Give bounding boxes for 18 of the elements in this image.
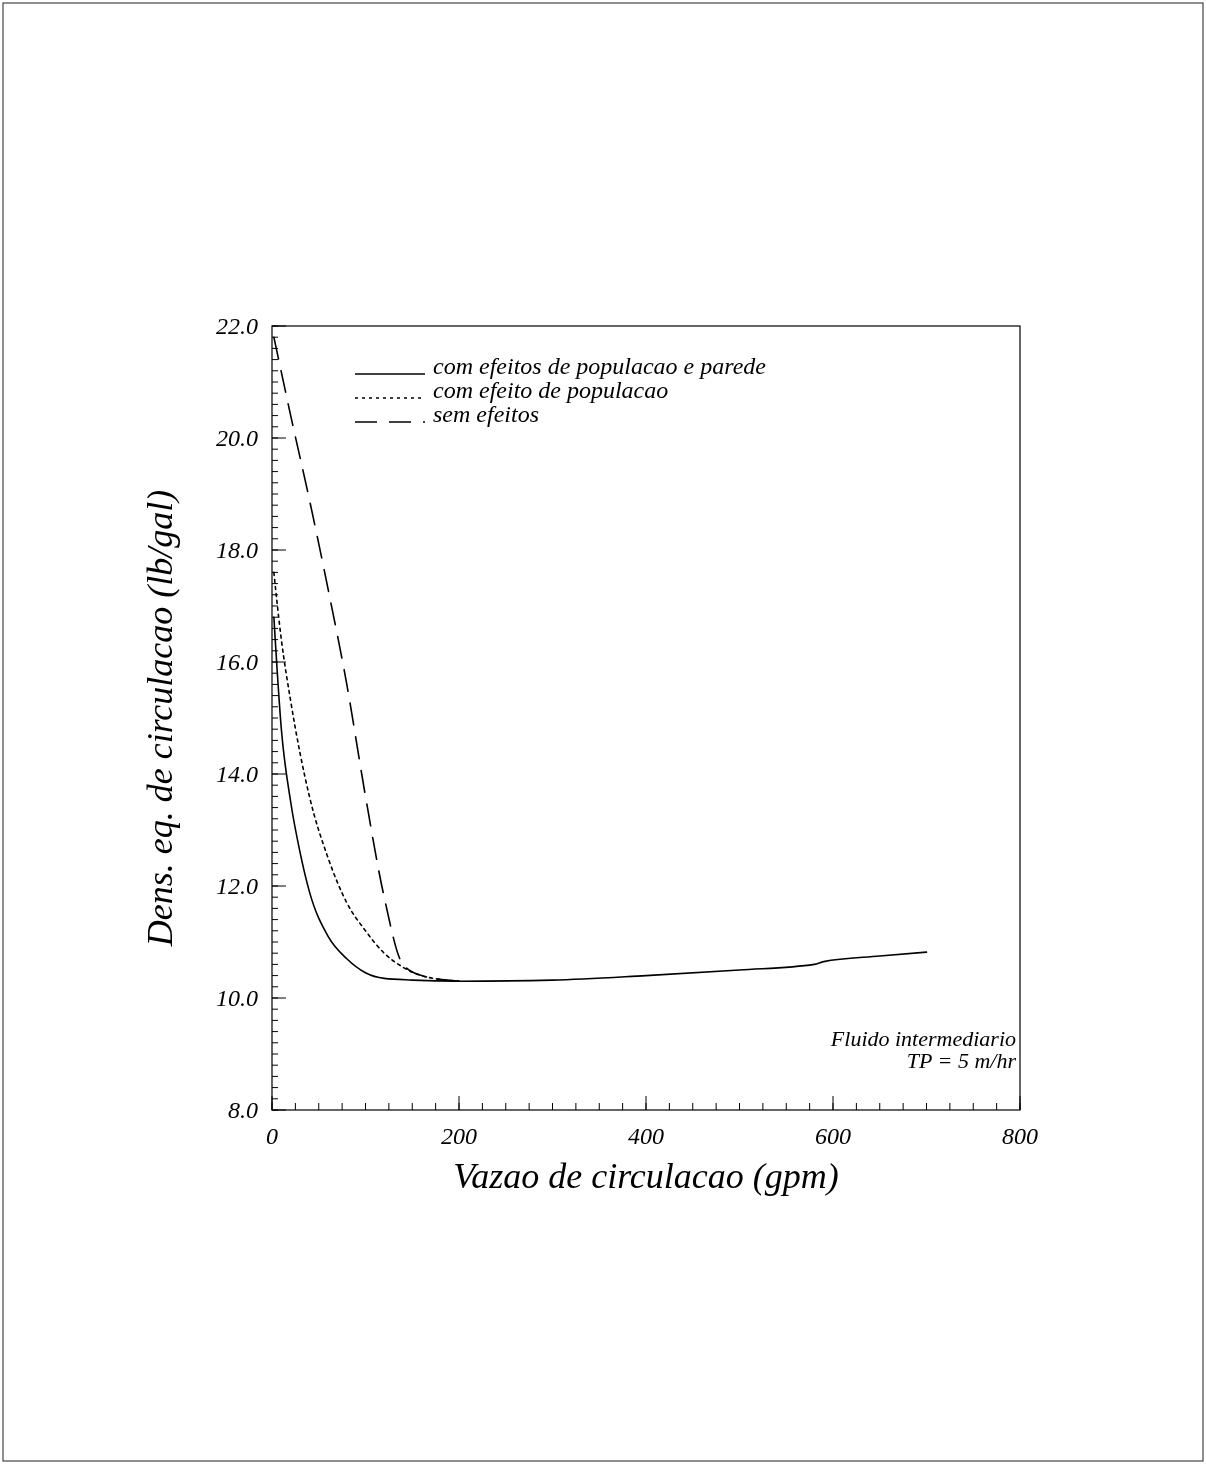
annotation: TP = 5 m/hr [906, 1048, 1017, 1073]
x-tick-label: 400 [628, 1123, 664, 1149]
x-axis-title: Vazao de circulacao (gpm) [453, 1156, 839, 1196]
annotation: Fluido intermediario [829, 1026, 1016, 1051]
x-tick-label: 0 [266, 1123, 278, 1149]
y-axis-title: Dens. eq. de circulacao (lb/gal) [140, 489, 180, 948]
y-tick-label: 18.0 [216, 537, 258, 563]
y-tick-label: 12.0 [216, 873, 258, 899]
legend-label: com efeitos de populacao e parede [433, 353, 767, 379]
x-tick-label: 600 [815, 1123, 851, 1149]
x-tick-label: 800 [1002, 1123, 1038, 1149]
y-tick-label: 8.0 [228, 1097, 258, 1123]
y-tick-label: 16.0 [216, 649, 258, 675]
y-tick-label: 10.0 [216, 985, 258, 1011]
y-tick-label: 20.0 [216, 425, 258, 451]
y-tick-label: 22.0 [216, 313, 258, 339]
x-tick-label: 200 [441, 1123, 477, 1149]
y-tick-label: 14.0 [216, 761, 258, 787]
